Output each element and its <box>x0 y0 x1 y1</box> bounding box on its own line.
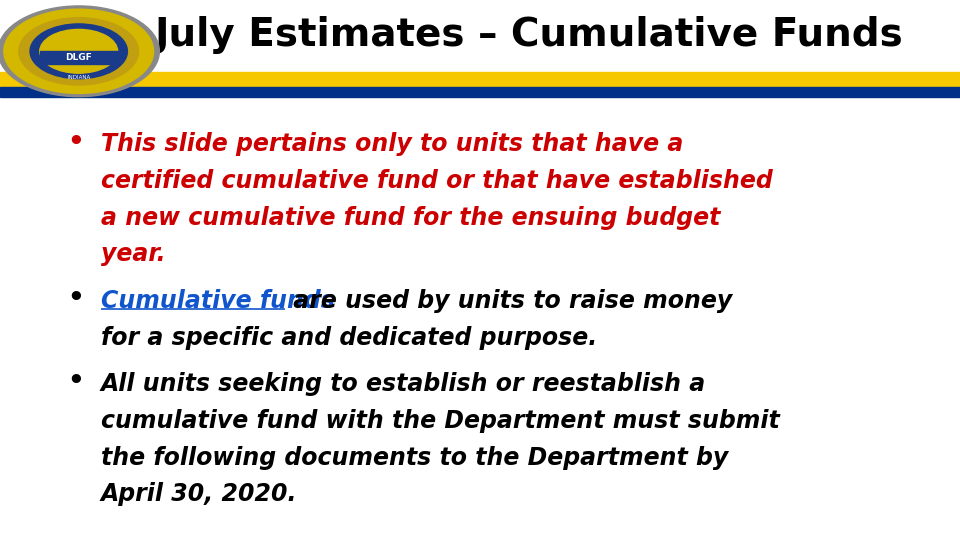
Text: cumulative fund with the Department must submit: cumulative fund with the Department must… <box>101 409 780 433</box>
Text: are used by units to raise money: are used by units to raise money <box>285 289 732 313</box>
Text: This slide pertains only to units that have a: This slide pertains only to units that h… <box>101 132 684 156</box>
Text: Cumulative funds: Cumulative funds <box>101 289 335 313</box>
Text: certified cumulative fund or that have established: certified cumulative fund or that have e… <box>101 169 773 193</box>
Text: All units seeking to establish or reestablish a: All units seeking to establish or reesta… <box>101 372 706 396</box>
Text: DLGF: DLGF <box>65 53 92 62</box>
Text: July Estimates – Cumulative Funds: July Estimates – Cumulative Funds <box>154 16 902 54</box>
Text: •: • <box>67 130 84 156</box>
Text: year.: year. <box>101 242 165 266</box>
Text: INDIANA: INDIANA <box>67 75 90 80</box>
Text: April 30, 2020.: April 30, 2020. <box>101 482 298 506</box>
Text: the following documents to the Department by: the following documents to the Departmen… <box>101 446 728 469</box>
Text: a new cumulative fund for the ensuing budget: a new cumulative fund for the ensuing bu… <box>101 206 720 230</box>
Text: for a specific and dedicated purpose.: for a specific and dedicated purpose. <box>101 326 597 349</box>
Text: •: • <box>67 286 84 312</box>
Text: •: • <box>67 369 84 395</box>
